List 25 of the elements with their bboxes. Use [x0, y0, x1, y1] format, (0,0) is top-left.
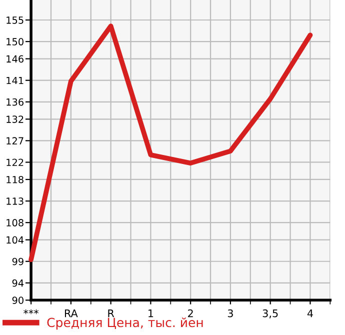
x-tick-label: *** — [24, 309, 39, 314]
y-tick-label: 150 — [6, 38, 24, 46]
y-tick-label: 94 — [12, 279, 24, 287]
y-tick-label: 90 — [12, 296, 24, 304]
x-tick-label: RA — [64, 310, 78, 318]
x-tick-label: 3,5 — [262, 309, 278, 318]
y-tick-label: 122 — [6, 158, 24, 166]
y-tick-label: 99 — [12, 258, 24, 266]
y-tick-label: 113 — [6, 198, 24, 205]
y-tick-label: 118 — [6, 176, 24, 184]
y-tick-label: 155 — [6, 16, 24, 24]
x-tick-label: 4 — [307, 310, 313, 318]
y-tick-label: 146 — [6, 55, 24, 63]
x-tick-label: 1 — [148, 310, 154, 318]
y-tick-label: 104 — [6, 236, 24, 244]
y-tick-label: 132 — [6, 116, 24, 123]
y-tick-label: 108 — [6, 219, 24, 226]
line-series — [28, 24, 313, 262]
y-tick-label: 136 — [6, 98, 24, 106]
y-tick-label: 141 — [6, 76, 24, 84]
x-tick-label: R — [108, 310, 114, 318]
x-tick-label: 2 — [188, 309, 193, 318]
y-tick-label: 127 — [6, 137, 24, 144]
legend-label: Средняя Цена, тыс. йен — [47, 318, 203, 330]
x-tick-label: 3 — [228, 309, 233, 318]
